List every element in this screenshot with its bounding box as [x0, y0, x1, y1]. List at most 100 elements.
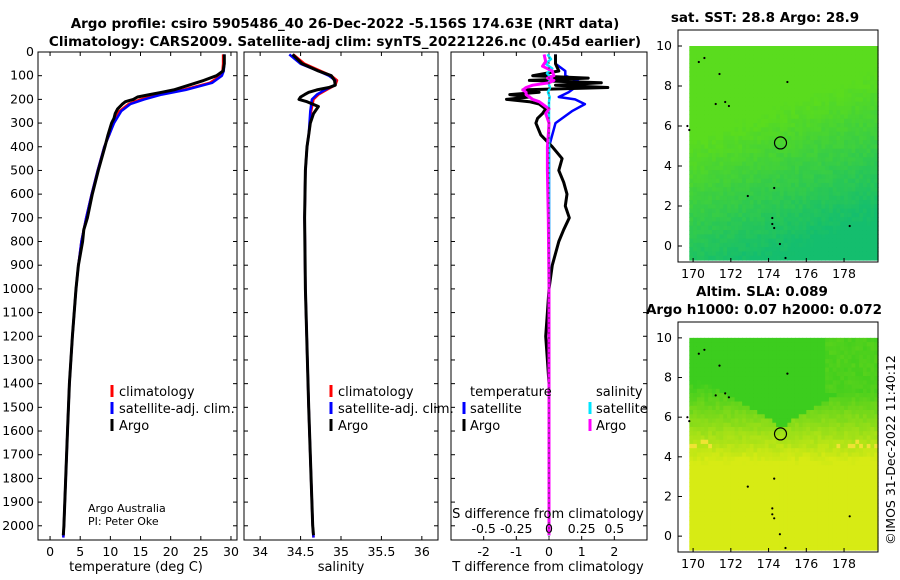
map-cell	[806, 221, 811, 227]
map-cell	[847, 127, 853, 133]
map-cell	[779, 242, 785, 248]
map-cell	[806, 439, 811, 445]
series-line-climatology	[292, 53, 339, 538]
map-cell	[828, 397, 834, 403]
map-cell	[840, 127, 845, 133]
map-cell	[832, 376, 838, 381]
map-cell	[840, 541, 845, 547]
map-cell	[851, 520, 856, 526]
map-cell	[847, 97, 853, 103]
map-cell	[764, 409, 770, 415]
map-cell	[791, 221, 796, 227]
map-cell	[700, 217, 706, 223]
map-cell	[791, 123, 796, 128]
map-cell	[693, 110, 698, 116]
map-cell	[749, 422, 755, 428]
map-cell	[693, 405, 698, 411]
map-cell	[742, 435, 747, 441]
map-cell	[798, 63, 804, 68]
map-cell	[693, 541, 698, 547]
map-cell	[832, 135, 838, 141]
map-cell	[749, 170, 755, 175]
map-cell	[779, 486, 785, 492]
map-cell	[836, 93, 841, 98]
map-cell	[787, 367, 792, 373]
map-cell	[696, 63, 702, 68]
map-cell	[832, 217, 838, 223]
map-cell	[772, 153, 777, 158]
map-cell	[761, 346, 766, 352]
map-cell	[757, 503, 762, 509]
map-cell	[817, 148, 822, 154]
map-cell	[708, 174, 713, 180]
map-cell	[821, 422, 826, 428]
map-cell	[832, 443, 838, 449]
map-cell	[689, 537, 694, 543]
map-cell	[768, 388, 773, 394]
map-cell	[749, 376, 755, 381]
map-cell	[742, 88, 747, 94]
map-cell	[715, 50, 721, 56]
map-cell	[761, 114, 766, 120]
map-cell	[787, 477, 792, 483]
map-cell	[727, 127, 732, 133]
map-cell	[810, 208, 815, 214]
map-cell	[844, 371, 849, 377]
map-cell	[851, 482, 856, 487]
map-cell	[870, 123, 875, 128]
map-cell	[794, 388, 800, 394]
map-cell	[825, 247, 830, 253]
map-cell	[813, 439, 819, 445]
map-cell	[696, 359, 702, 364]
map-cell	[787, 376, 792, 381]
map-cell	[832, 174, 838, 180]
map-cell	[844, 465, 849, 470]
map-cell	[836, 482, 841, 487]
map-cell	[802, 516, 807, 521]
map-cell	[764, 397, 770, 403]
map-cell	[806, 105, 811, 111]
map-cell	[764, 110, 770, 116]
y-tick-label: 1600	[2, 423, 34, 438]
map-cell	[798, 460, 804, 466]
map-cell	[753, 541, 758, 547]
map-cell	[813, 460, 819, 466]
map-cell	[761, 452, 766, 458]
map-cell	[779, 118, 785, 124]
map-cell	[855, 114, 860, 120]
map-cell	[749, 93, 755, 98]
map-cell	[832, 405, 838, 411]
map-cell	[836, 380, 841, 386]
map-cell	[874, 182, 879, 188]
x-tick-label: 0	[545, 544, 553, 559]
map-cell	[704, 524, 709, 530]
map-cell	[836, 376, 841, 381]
map-cell	[810, 221, 815, 227]
map-cell	[772, 93, 777, 98]
map-cell	[828, 503, 834, 509]
series-line-temperature-argo	[505, 54, 610, 536]
map-cell	[715, 388, 721, 394]
map-cell	[847, 58, 853, 64]
map-cell	[719, 482, 724, 487]
map-cell	[855, 165, 860, 171]
map-cell	[847, 93, 853, 98]
map-cell	[866, 135, 872, 141]
map-cell	[783, 75, 789, 81]
map-cell	[806, 135, 811, 141]
map-cell	[749, 431, 755, 437]
map-cell	[821, 204, 826, 210]
map-cell	[791, 225, 796, 231]
map-cell	[821, 431, 826, 437]
map-cell	[794, 144, 800, 150]
map-cell	[700, 533, 706, 538]
map-cell	[749, 533, 755, 538]
map-cell	[813, 50, 819, 56]
map-cell	[844, 537, 849, 543]
map-cell	[738, 363, 743, 369]
map-cell	[764, 71, 770, 77]
map-cell	[689, 354, 694, 360]
map-cell	[727, 426, 732, 432]
map-cell	[806, 528, 811, 534]
map-cell	[851, 414, 856, 420]
